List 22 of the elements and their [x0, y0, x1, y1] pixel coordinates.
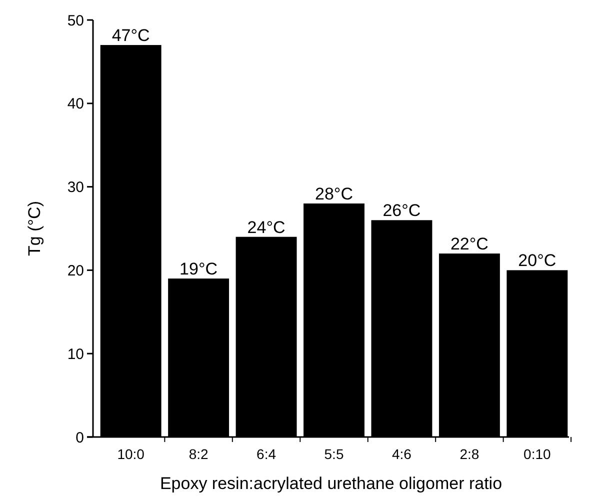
y-tick-label: 10 [67, 346, 84, 363]
y-axis-title: Tg (°C) [25, 201, 44, 256]
data-label: 26°C [382, 201, 421, 220]
data-label: 22°C [450, 234, 488, 254]
y-tick-label: 0 [76, 429, 84, 446]
y-tick-label: 50 [67, 12, 84, 30]
data-label: 20°C [518, 251, 556, 270]
y-tick-label: 20 [67, 262, 84, 280]
x-tick-label: 2:8 [460, 446, 480, 462]
data-label: 19°C [180, 260, 218, 279]
data-label: 24°C [247, 218, 286, 237]
x-tick-label: 4:6 [392, 446, 412, 462]
y-tick-label: 40 [67, 96, 84, 113]
x-tick-label: 8:2 [188, 446, 208, 462]
data-label: 47°C [112, 26, 150, 46]
data-label: 28°C [315, 184, 353, 204]
y-tick-label: 30 [67, 179, 84, 196]
x-tick-label: 10:0 [117, 446, 145, 462]
x-axis-title: Epoxy resin:acrylated urethane oligomer ratio [160, 474, 502, 493]
x-tick-label: 5:5 [324, 446, 344, 462]
x-tick-label: 6:4 [256, 446, 276, 462]
x-tick-label: 0:10 [524, 446, 552, 462]
